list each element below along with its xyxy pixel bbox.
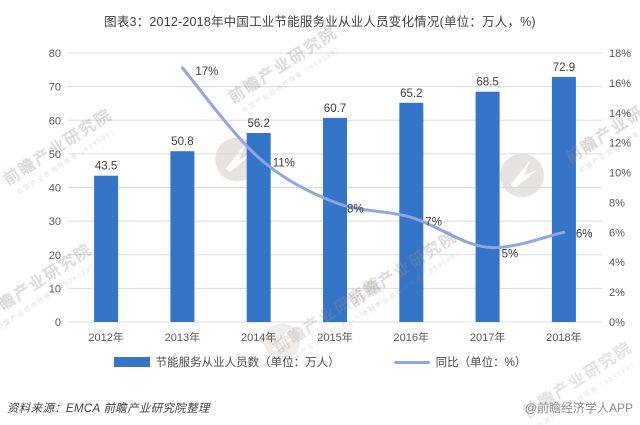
line-value-label: 6% — [576, 228, 593, 240]
right-axis-tick-label: 18% — [609, 48, 631, 60]
right-axis-tick-label: 14% — [609, 108, 631, 120]
bar — [551, 76, 576, 323]
bar — [475, 91, 500, 322]
right-axis-tick-label: 10% — [609, 168, 631, 180]
bar — [170, 151, 195, 322]
bar — [94, 175, 119, 322]
bar-series-swatch — [113, 357, 150, 367]
x-axis-label: 2018年 — [546, 330, 581, 344]
right-axis-tick-label: 8% — [609, 197, 625, 209]
left-axis-tick-label: 10 — [49, 283, 61, 295]
right-axis-tick-label: 2% — [609, 287, 625, 299]
right-axis-tick-label: 16% — [609, 78, 631, 90]
right-axis-tick-label: 6% — [609, 227, 625, 239]
legend-item-employees: 节能服务从业人员数（单位：万人） — [113, 354, 340, 370]
x-axis-label: 2013年 — [165, 330, 200, 344]
chart-title: 图表3：2012-2018年中国工业节能服务业从业人员变化情况(单位：万人，%) — [104, 15, 536, 29]
x-axis-label: 2015年 — [317, 330, 352, 344]
bar-value-label: 60.7 — [324, 103, 346, 115]
right-axis-tick-label: 0% — [609, 317, 625, 329]
bar-value-label: 68.5 — [476, 77, 498, 89]
bar-value-label: 50.8 — [171, 136, 193, 148]
chart-legend: 节能服务从业人员数（单位：万人） 同比（单位：%） — [0, 354, 640, 370]
right-axis-tick-label: 12% — [609, 138, 631, 150]
x-axis-label: 2016年 — [394, 330, 429, 344]
left-axis-tick-label: 40 — [49, 183, 61, 195]
growth-line — [180, 66, 566, 250]
line-value-label: 11% — [273, 158, 295, 170]
footer: 资料来源：EMCA 前瞻产业研究院整理 @前瞻经济学人APP — [7, 399, 633, 416]
left-axis-tick-label: 0 — [55, 317, 61, 329]
bar — [246, 133, 271, 322]
left-axis-tick-label: 30 — [49, 216, 61, 228]
legend-label-employees: 节能服务从业人员数（单位：万人） — [155, 357, 340, 369]
left-axis-tick-label: 50 — [49, 149, 61, 161]
bar-value-label: 72.9 — [553, 62, 575, 74]
left-axis-tick-label: 60 — [49, 115, 61, 127]
left-axis-tick-label: 70 — [49, 82, 61, 94]
source-note: 资料来源：EMCA 前瞻产业研究院整理 — [7, 403, 210, 415]
bar — [399, 102, 424, 322]
legend-item-yoy: 同比（单位：%） — [393, 354, 527, 370]
line-value-label: 17% — [195, 66, 218, 78]
left-axis-tick-label: 80 — [49, 48, 61, 60]
bar-value-label: 43.5 — [95, 161, 117, 173]
credit-note: @前瞻经济学人APP — [524, 401, 633, 415]
legend-label-yoy: 同比（单位：%） — [435, 357, 527, 369]
x-axis-label: 2017年 — [470, 330, 505, 344]
bar — [323, 117, 347, 323]
line-value-label: 8% — [347, 203, 364, 215]
line-series-swatch — [393, 360, 430, 364]
right-axis-tick-label: 4% — [609, 257, 625, 269]
combo-chart: 0 10 20 30 40 50 60 70 80 0% 2% 4% 6% 8% 10% 12% 14% 16% 1… — [49, 48, 631, 344]
line-value-label: 5% — [502, 248, 519, 260]
bar-value-label: 65.2 — [400, 88, 422, 100]
left-axis-tick-label: 20 — [49, 250, 61, 262]
bar-value-label: 56.2 — [248, 118, 270, 130]
line-value-label: 7% — [425, 216, 442, 228]
x-axis-label: 2012年 — [88, 330, 123, 344]
x-axis-label: 2014年 — [241, 330, 276, 344]
